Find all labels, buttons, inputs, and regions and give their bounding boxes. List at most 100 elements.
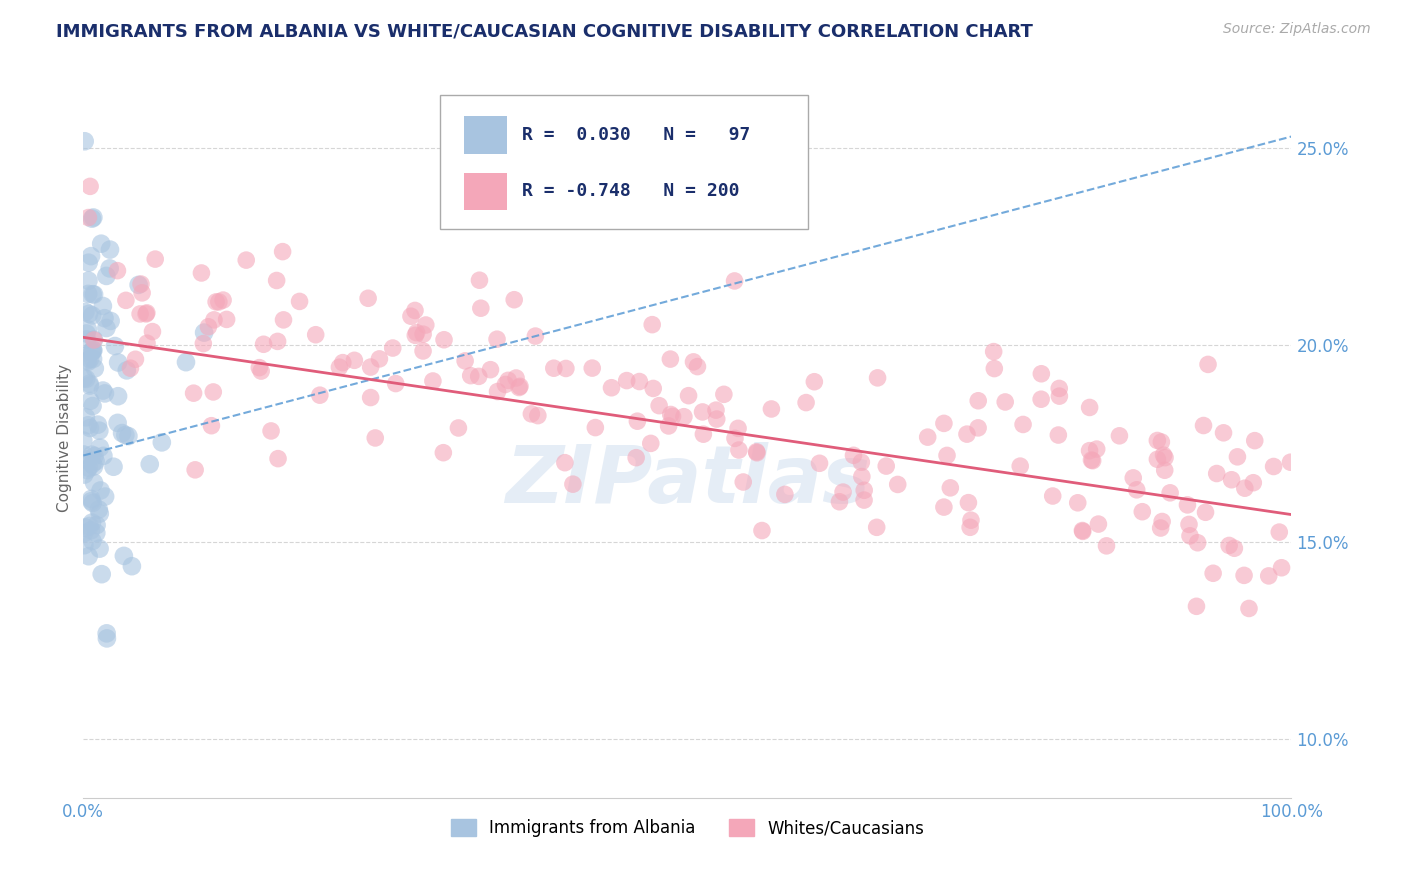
Point bbox=[357, 291, 380, 305]
Point bbox=[80, 211, 103, 226]
Point bbox=[1233, 481, 1256, 495]
Point bbox=[1226, 450, 1249, 464]
Point bbox=[90, 236, 112, 251]
Point bbox=[96, 632, 118, 646]
Point bbox=[98, 243, 121, 257]
Point bbox=[1085, 442, 1108, 456]
Point bbox=[115, 293, 138, 308]
Point bbox=[93, 449, 115, 463]
Point bbox=[112, 549, 135, 563]
Point bbox=[960, 513, 983, 527]
Text: Source: ZipAtlas.com: Source: ZipAtlas.com bbox=[1223, 22, 1371, 37]
Point bbox=[1223, 541, 1246, 556]
Point bbox=[91, 384, 114, 398]
Point bbox=[1108, 429, 1130, 443]
Point bbox=[328, 360, 350, 375]
Point bbox=[82, 457, 104, 471]
Point bbox=[692, 427, 714, 442]
Point bbox=[672, 409, 695, 424]
Point bbox=[82, 344, 104, 359]
Point bbox=[509, 379, 531, 393]
Point bbox=[641, 318, 664, 332]
Point bbox=[581, 361, 603, 376]
Point bbox=[184, 463, 207, 477]
Point bbox=[1153, 448, 1175, 462]
Point bbox=[713, 387, 735, 401]
Point bbox=[1150, 521, 1173, 535]
Point bbox=[79, 378, 101, 392]
Point bbox=[80, 516, 103, 530]
Point bbox=[1159, 485, 1181, 500]
Point bbox=[486, 332, 509, 346]
Point bbox=[583, 420, 606, 434]
Point bbox=[967, 393, 990, 408]
Point bbox=[503, 293, 526, 307]
Point bbox=[1220, 473, 1243, 487]
Point bbox=[83, 361, 105, 376]
Point bbox=[73, 526, 96, 541]
Point bbox=[80, 494, 103, 508]
Point bbox=[600, 381, 623, 395]
Point bbox=[77, 274, 100, 288]
Point bbox=[79, 179, 101, 194]
Point bbox=[761, 401, 783, 416]
Point bbox=[235, 253, 257, 268]
Point bbox=[723, 274, 745, 288]
Point bbox=[1279, 455, 1302, 469]
Point bbox=[554, 456, 576, 470]
Point bbox=[1081, 453, 1104, 467]
Point bbox=[121, 559, 143, 574]
Point bbox=[77, 211, 100, 225]
Point bbox=[1178, 517, 1201, 532]
Point bbox=[103, 459, 125, 474]
Point bbox=[994, 395, 1017, 409]
Point bbox=[808, 456, 831, 470]
Point bbox=[84, 525, 107, 540]
Point bbox=[98, 261, 121, 276]
Point bbox=[305, 327, 328, 342]
Point bbox=[851, 455, 873, 469]
Point bbox=[107, 355, 129, 369]
Point bbox=[193, 326, 215, 340]
Point bbox=[704, 403, 727, 417]
Point bbox=[648, 399, 671, 413]
Point bbox=[496, 373, 519, 387]
Point bbox=[384, 376, 406, 391]
Point bbox=[83, 333, 105, 347]
Point bbox=[412, 327, 434, 342]
Point bbox=[104, 339, 127, 353]
Point bbox=[616, 374, 638, 388]
Point bbox=[1153, 463, 1175, 477]
Point bbox=[75, 452, 97, 467]
Point bbox=[1146, 452, 1168, 467]
Point bbox=[773, 487, 796, 501]
Point bbox=[75, 520, 97, 534]
Point bbox=[682, 355, 704, 369]
Point bbox=[77, 460, 100, 475]
Point bbox=[658, 419, 681, 434]
Point bbox=[1154, 450, 1177, 465]
Point bbox=[107, 389, 129, 403]
Point bbox=[83, 333, 105, 347]
Point bbox=[886, 477, 908, 491]
Point bbox=[1078, 401, 1101, 415]
Point bbox=[82, 343, 104, 357]
Point bbox=[1243, 434, 1265, 448]
Point bbox=[100, 314, 122, 328]
Point bbox=[1047, 428, 1070, 442]
Point bbox=[875, 459, 897, 474]
Point bbox=[96, 268, 118, 283]
Point bbox=[959, 520, 981, 534]
Point bbox=[82, 287, 104, 301]
Point bbox=[107, 263, 129, 277]
Point bbox=[205, 294, 228, 309]
Point bbox=[527, 409, 550, 423]
Point bbox=[202, 313, 225, 327]
Point bbox=[520, 407, 543, 421]
Point bbox=[524, 329, 547, 343]
Point bbox=[73, 467, 96, 482]
Point bbox=[1012, 417, 1035, 432]
Point bbox=[1087, 517, 1109, 532]
Point bbox=[129, 307, 152, 321]
Point bbox=[308, 388, 330, 402]
